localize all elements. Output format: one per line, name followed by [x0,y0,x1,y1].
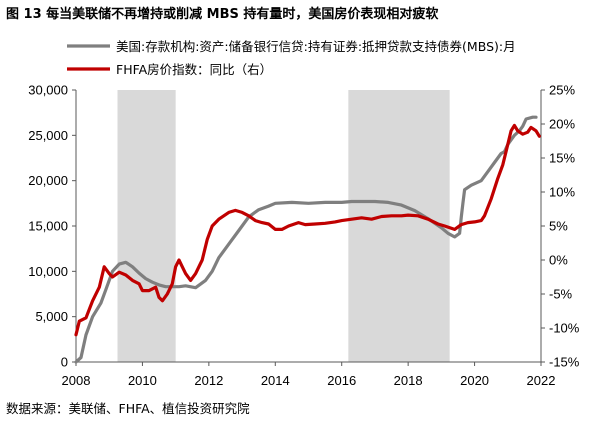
left-tick-label: 15,000 [28,219,68,234]
shaded-period [348,90,450,362]
left-tick-label: 5,000 [35,309,68,324]
left-tick-label: 0 [61,355,68,370]
data-source-note: 数据来源：美联储、FHFA、植信投资研究院 [6,401,250,416]
right-tick-label: 20% [549,117,575,132]
right-tick-label: 10% [549,185,575,200]
right-tick-label: 15% [549,151,575,166]
shaded-period [117,90,176,362]
x-tick-label: 2012 [194,373,223,388]
left-tick-label: 10,000 [28,264,68,279]
legend-label: FHFA房价指数：同比（右） [116,62,272,77]
x-tick-label: 2014 [261,373,290,388]
legend-label: 美国:存款机构:资产:储备银行信贷:持有证券:抵押贷款支持债券(MBS):月 [116,39,516,54]
left-tick-label: 20,000 [28,173,68,188]
x-tick-label: 2010 [128,373,157,388]
x-tick-label: 2022 [527,373,556,388]
right-tick-label: 0% [549,253,568,268]
right-tick-label: -5% [549,287,573,302]
right-tick-label: -15% [549,355,580,370]
left-tick-label: 30,000 [28,83,68,98]
x-tick-label: 2020 [460,373,489,388]
right-tick-label: -10% [549,321,580,336]
x-tick-label: 2018 [394,373,423,388]
x-tick-label: 2008 [62,373,91,388]
right-tick-label: 25% [549,83,575,98]
figure-title: 图 13 每当美联储不再增持或削减 MBS 持有量时，美国房价表现相对疲软 [6,7,439,22]
mbs-holdings-series-line [74,115,538,364]
left-tick-label: 25,000 [28,128,68,143]
right-tick-label: 5% [549,219,568,234]
fhfa-yoy-series-line [74,123,541,337]
x-tick-label: 2016 [327,373,356,388]
